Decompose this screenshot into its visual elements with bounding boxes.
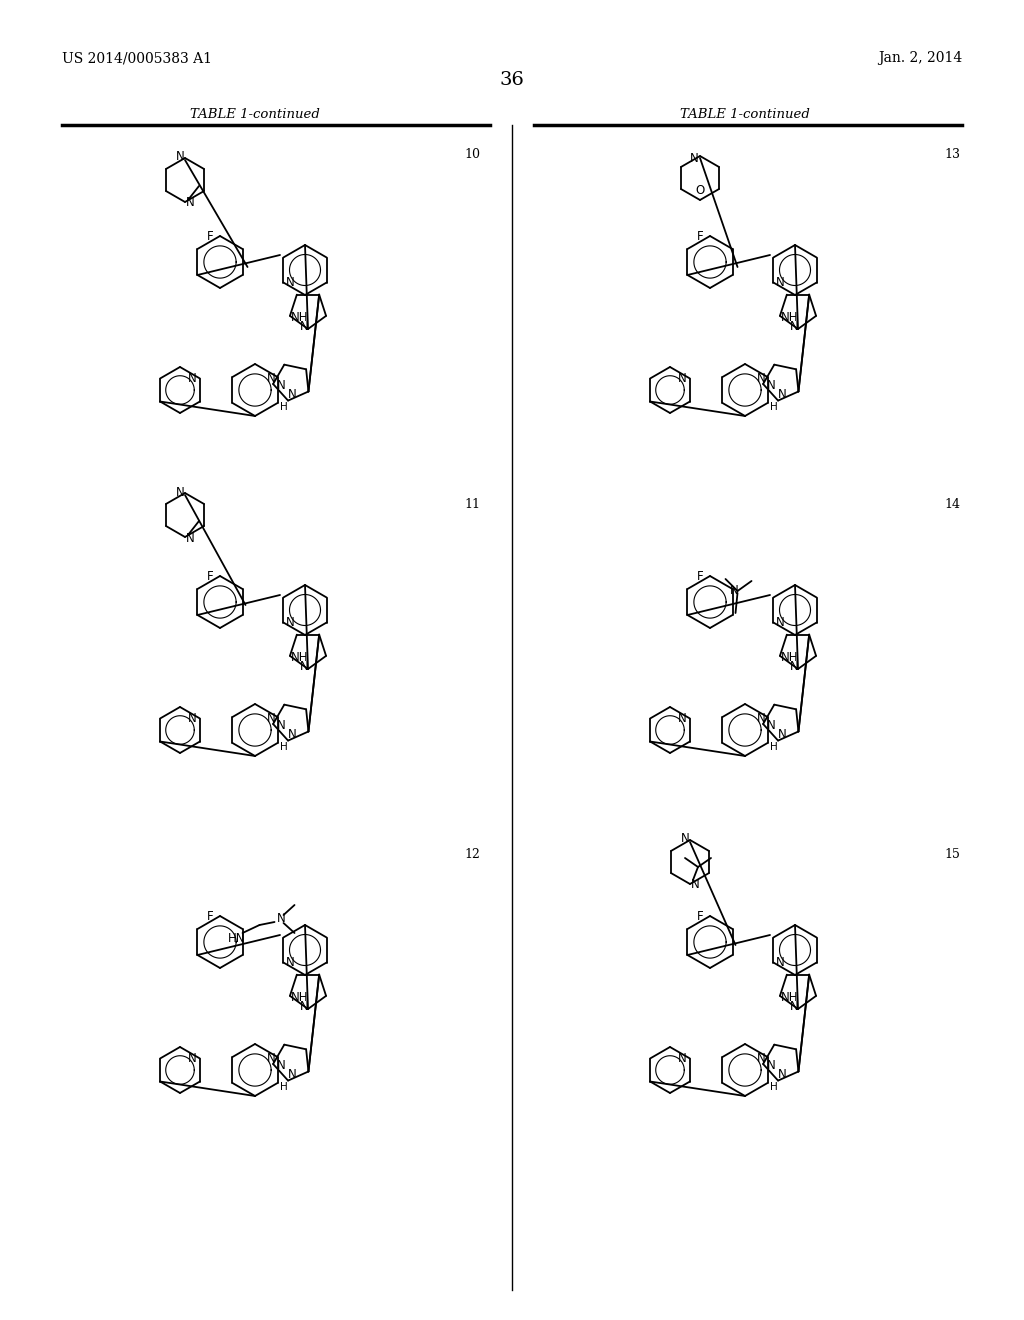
Text: O: O [695, 185, 705, 198]
Text: 13: 13 [944, 148, 961, 161]
Text: N: N [286, 276, 295, 289]
Text: NH: NH [781, 312, 799, 325]
Text: N: N [678, 372, 686, 385]
Text: N: N [757, 713, 766, 726]
Text: N: N [288, 1068, 296, 1081]
Text: N: N [690, 879, 699, 891]
Text: N: N [776, 616, 784, 630]
Text: N: N [187, 1052, 197, 1065]
Text: N: N [187, 711, 197, 725]
Text: N: N [185, 532, 195, 544]
Text: NH: NH [781, 991, 799, 1005]
Text: H: H [770, 1082, 777, 1092]
Text: N: N [288, 388, 296, 401]
Text: N: N [276, 379, 286, 392]
Text: NH: NH [291, 651, 308, 664]
Text: TABLE 1-continued: TABLE 1-continued [190, 108, 319, 121]
Text: N: N [777, 729, 786, 741]
Text: H: H [770, 742, 777, 752]
Text: N: N [176, 150, 184, 164]
Text: N: N [267, 713, 275, 726]
Text: N: N [276, 719, 286, 733]
Text: TABLE 1-continued: TABLE 1-continued [680, 108, 810, 121]
Text: F: F [696, 230, 703, 243]
Text: H: H [280, 403, 288, 412]
Text: N: N [187, 372, 197, 385]
Text: N: N [288, 729, 296, 741]
Text: N: N [267, 372, 275, 385]
Text: N: N [776, 956, 784, 969]
Text: F: F [207, 569, 213, 582]
Text: N: N [176, 486, 184, 499]
Text: NH: NH [781, 651, 799, 664]
Text: N: N [286, 616, 295, 630]
Text: N: N [767, 719, 775, 733]
Text: N: N [767, 379, 775, 392]
Text: F: F [207, 230, 213, 243]
Text: N: N [730, 583, 739, 597]
Text: N: N [267, 1052, 275, 1065]
Text: N: N [776, 276, 784, 289]
Text: N: N [286, 956, 295, 969]
Text: H: H [280, 1082, 288, 1092]
Text: N: N [678, 711, 686, 725]
Text: 15: 15 [944, 847, 961, 861]
Text: H: H [280, 742, 288, 752]
Text: NH: NH [291, 991, 308, 1005]
Text: 11: 11 [464, 498, 480, 511]
Text: N: N [276, 1060, 286, 1072]
Text: N: N [757, 372, 766, 385]
Text: 36: 36 [500, 71, 524, 88]
Text: N: N [790, 999, 799, 1012]
Text: N: N [300, 999, 308, 1012]
Text: N: N [689, 152, 698, 165]
Text: N: N [278, 912, 286, 924]
Text: N: N [185, 197, 195, 210]
Text: 14: 14 [944, 498, 961, 511]
Text: N: N [790, 660, 799, 672]
Text: 12: 12 [464, 847, 480, 861]
Text: F: F [207, 909, 213, 923]
Text: N: N [300, 660, 308, 672]
Text: 10: 10 [464, 148, 480, 161]
Text: H: H [770, 403, 777, 412]
Text: US 2014/0005383 A1: US 2014/0005383 A1 [62, 51, 212, 65]
Text: F: F [696, 569, 703, 582]
Text: N: N [790, 319, 799, 333]
Text: N: N [678, 1052, 686, 1065]
Text: N: N [300, 319, 308, 333]
Text: N: N [767, 1060, 775, 1072]
Text: F: F [696, 909, 703, 923]
Text: N: N [777, 388, 786, 401]
Text: N: N [681, 833, 689, 846]
Text: N: N [757, 1052, 766, 1065]
Text: N: N [777, 1068, 786, 1081]
Text: NH: NH [291, 312, 308, 325]
Text: Jan. 2, 2014: Jan. 2, 2014 [878, 51, 962, 65]
Text: HN: HN [227, 932, 246, 945]
